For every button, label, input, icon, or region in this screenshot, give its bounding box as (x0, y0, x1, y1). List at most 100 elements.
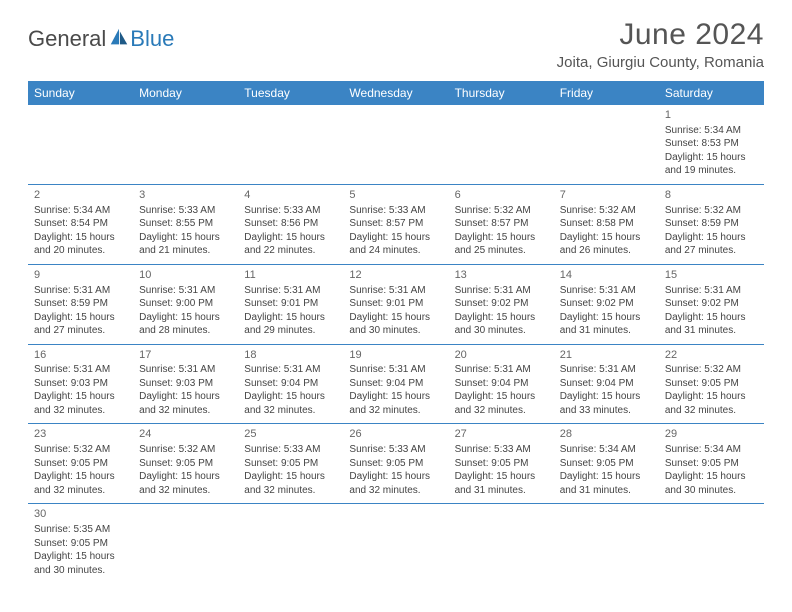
sunrise-text: Sunrise: 5:31 AM (244, 284, 337, 298)
day-number: 5 (349, 188, 442, 203)
month-title: June 2024 (557, 18, 764, 52)
daylight1-text: Daylight: 15 hours (244, 390, 337, 404)
daylight1-text: Daylight: 15 hours (34, 550, 127, 564)
sunset-text: Sunset: 9:03 PM (34, 377, 127, 391)
calendar-table: Sunday Monday Tuesday Wednesday Thursday… (28, 81, 764, 583)
calendar-row: 1Sunrise: 5:34 AMSunset: 8:53 PMDaylight… (28, 105, 764, 184)
day-number: 11 (244, 268, 337, 283)
sunrise-text: Sunrise: 5:33 AM (244, 443, 337, 457)
daylight2-text: and 22 minutes. (244, 244, 337, 258)
sunrise-text: Sunrise: 5:33 AM (349, 204, 442, 218)
daylight2-text: and 26 minutes. (560, 244, 653, 258)
sunset-text: Sunset: 9:03 PM (139, 377, 232, 391)
daylight1-text: Daylight: 15 hours (455, 390, 548, 404)
day-cell: 21Sunrise: 5:31 AMSunset: 9:04 PMDayligh… (554, 344, 659, 424)
day-number: 19 (349, 348, 442, 363)
sunrise-text: Sunrise: 5:32 AM (665, 204, 758, 218)
day-cell: 12Sunrise: 5:31 AMSunset: 9:01 PMDayligh… (343, 264, 448, 344)
daylight2-text: and 27 minutes. (34, 324, 127, 338)
weekday-header: Friday (554, 81, 659, 105)
empty-cell (133, 105, 238, 184)
calendar-row: 30Sunrise: 5:35 AMSunset: 9:05 PMDayligh… (28, 504, 764, 583)
day-number: 21 (560, 348, 653, 363)
sunset-text: Sunset: 9:05 PM (34, 537, 127, 551)
daylight1-text: Daylight: 15 hours (560, 311, 653, 325)
daylight1-text: Daylight: 15 hours (455, 470, 548, 484)
sunrise-text: Sunrise: 5:35 AM (34, 523, 127, 537)
day-cell: 14Sunrise: 5:31 AMSunset: 9:02 PMDayligh… (554, 264, 659, 344)
daylight2-text: and 27 minutes. (665, 244, 758, 258)
daylight1-text: Daylight: 15 hours (560, 231, 653, 245)
sunset-text: Sunset: 9:05 PM (34, 457, 127, 471)
daylight1-text: Daylight: 15 hours (34, 390, 127, 404)
sunrise-text: Sunrise: 5:32 AM (665, 363, 758, 377)
sunrise-text: Sunrise: 5:31 AM (244, 363, 337, 377)
day-number: 25 (244, 427, 337, 442)
sunset-text: Sunset: 9:04 PM (244, 377, 337, 391)
day-number: 1 (665, 108, 758, 123)
sunrise-text: Sunrise: 5:32 AM (34, 443, 127, 457)
day-number: 17 (139, 348, 232, 363)
sunset-text: Sunset: 9:04 PM (560, 377, 653, 391)
day-cell: 18Sunrise: 5:31 AMSunset: 9:04 PMDayligh… (238, 344, 343, 424)
daylight2-text: and 29 minutes. (244, 324, 337, 338)
daylight1-text: Daylight: 15 hours (665, 311, 758, 325)
day-number: 22 (665, 348, 758, 363)
sunrise-text: Sunrise: 5:34 AM (560, 443, 653, 457)
daylight1-text: Daylight: 15 hours (139, 470, 232, 484)
daylight1-text: Daylight: 15 hours (139, 390, 232, 404)
sunrise-text: Sunrise: 5:31 AM (455, 284, 548, 298)
day-number: 18 (244, 348, 337, 363)
sunrise-text: Sunrise: 5:32 AM (455, 204, 548, 218)
calendar-row: 9Sunrise: 5:31 AMSunset: 8:59 PMDaylight… (28, 264, 764, 344)
empty-cell (343, 105, 448, 184)
daylight1-text: Daylight: 15 hours (34, 470, 127, 484)
sunset-text: Sunset: 9:05 PM (244, 457, 337, 471)
daylight1-text: Daylight: 15 hours (560, 390, 653, 404)
calendar-row: 16Sunrise: 5:31 AMSunset: 9:03 PMDayligh… (28, 344, 764, 424)
sunset-text: Sunset: 8:58 PM (560, 217, 653, 231)
sunrise-text: Sunrise: 5:31 AM (665, 284, 758, 298)
sunrise-text: Sunrise: 5:31 AM (34, 363, 127, 377)
daylight2-text: and 32 minutes. (139, 484, 232, 498)
sunrise-text: Sunrise: 5:31 AM (349, 363, 442, 377)
day-cell: 13Sunrise: 5:31 AMSunset: 9:02 PMDayligh… (449, 264, 554, 344)
sunset-text: Sunset: 9:01 PM (244, 297, 337, 311)
day-number: 3 (139, 188, 232, 203)
sunset-text: Sunset: 8:53 PM (665, 137, 758, 151)
day-cell: 23Sunrise: 5:32 AMSunset: 9:05 PMDayligh… (28, 424, 133, 504)
daylight1-text: Daylight: 15 hours (244, 231, 337, 245)
sunset-text: Sunset: 8:59 PM (665, 217, 758, 231)
daylight1-text: Daylight: 15 hours (560, 470, 653, 484)
sunset-text: Sunset: 9:05 PM (139, 457, 232, 471)
day-number: 6 (455, 188, 548, 203)
day-cell: 22Sunrise: 5:32 AMSunset: 9:05 PMDayligh… (659, 344, 764, 424)
day-cell: 2Sunrise: 5:34 AMSunset: 8:54 PMDaylight… (28, 184, 133, 264)
sunrise-text: Sunrise: 5:33 AM (244, 204, 337, 218)
daylight2-text: and 19 minutes. (665, 164, 758, 178)
weekday-header: Tuesday (238, 81, 343, 105)
sunset-text: Sunset: 9:04 PM (455, 377, 548, 391)
daylight1-text: Daylight: 15 hours (139, 231, 232, 245)
daylight2-text: and 32 minutes. (244, 484, 337, 498)
weekday-header: Thursday (449, 81, 554, 105)
empty-cell (28, 105, 133, 184)
empty-cell (343, 504, 448, 583)
daylight2-text: and 21 minutes. (139, 244, 232, 258)
daylight2-text: and 32 minutes. (244, 404, 337, 418)
day-cell: 28Sunrise: 5:34 AMSunset: 9:05 PMDayligh… (554, 424, 659, 504)
day-number: 8 (665, 188, 758, 203)
sunrise-text: Sunrise: 5:31 AM (560, 284, 653, 298)
daylight1-text: Daylight: 15 hours (665, 470, 758, 484)
weekday-header: Saturday (659, 81, 764, 105)
day-cell: 30Sunrise: 5:35 AMSunset: 9:05 PMDayligh… (28, 504, 133, 583)
day-number: 30 (34, 507, 127, 522)
day-number: 12 (349, 268, 442, 283)
day-cell: 20Sunrise: 5:31 AMSunset: 9:04 PMDayligh… (449, 344, 554, 424)
daylight2-text: and 30 minutes. (349, 324, 442, 338)
sunset-text: Sunset: 8:56 PM (244, 217, 337, 231)
sunset-text: Sunset: 9:02 PM (560, 297, 653, 311)
sunrise-text: Sunrise: 5:31 AM (139, 284, 232, 298)
sunset-text: Sunset: 9:05 PM (665, 377, 758, 391)
empty-cell (554, 105, 659, 184)
